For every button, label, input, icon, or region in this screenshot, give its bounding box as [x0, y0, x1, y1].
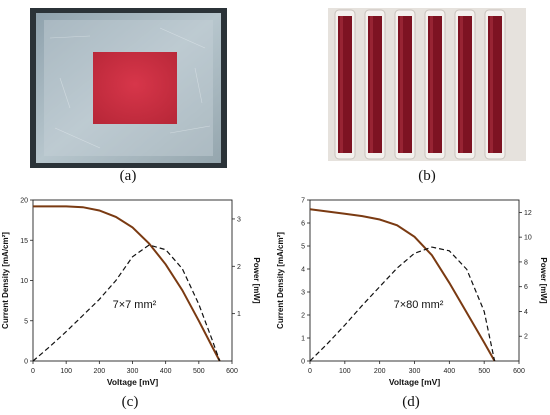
- dye-active-area: [93, 52, 177, 124]
- x-tick-label: 300: [127, 368, 139, 375]
- power-curve: [32, 244, 221, 362]
- x-axis-label: Voltage [mV]: [107, 377, 158, 387]
- y-tick-label: 5: [301, 244, 305, 251]
- x-tick-label: 200: [374, 368, 386, 375]
- x-tick-label: 100: [339, 368, 351, 375]
- y2-tick-label: 2: [524, 334, 528, 341]
- y-tick-label: 10: [20, 278, 28, 285]
- y-axis-label: Current Density [mA/cm²]: [276, 232, 285, 329]
- x-tick-label: 100: [60, 368, 72, 375]
- tube-array-image: [328, 8, 526, 161]
- y-tick-label: 4: [301, 267, 305, 274]
- caption-c: (c): [121, 394, 139, 410]
- tube: [334, 9, 356, 160]
- x-tick-label: 400: [160, 368, 172, 375]
- x-tick-label: 600: [513, 368, 525, 375]
- caption-d: (d): [402, 394, 420, 410]
- tubes: [334, 9, 506, 160]
- y2-tick-label: 3: [237, 216, 241, 223]
- chart-d: 0 100 200 300 400 500 6000123456724681012Volta…: [276, 198, 548, 388]
- photo-cell-7x7: [30, 8, 227, 168]
- y2-tick-label: 10: [524, 235, 532, 242]
- y-tick-label: 3: [301, 290, 305, 297]
- caption-b: (b): [418, 168, 436, 184]
- tube: [484, 9, 506, 160]
- y2-tick-label: 4: [524, 309, 528, 316]
- photo-tubes: [328, 8, 526, 161]
- power-curve: [309, 246, 496, 362]
- plot-frame: [32, 199, 233, 362]
- y2-tick-label: 6: [524, 284, 528, 291]
- y2-tick-label: 12: [524, 210, 532, 217]
- current-density-curve: [309, 208, 496, 362]
- y2-tick-label: 1: [237, 311, 241, 318]
- y2-axis-label: Power [mW]: [252, 257, 261, 304]
- x-tick-label: 500: [478, 368, 490, 375]
- y-tick-label: 2: [301, 313, 305, 320]
- y2-tick-label: 8: [524, 259, 528, 266]
- x-tick-label: 400: [443, 368, 455, 375]
- x-axis-label: Voltage [mV]: [389, 377, 440, 387]
- y-tick-label: 15: [20, 238, 28, 245]
- plot-frame: [309, 199, 520, 362]
- x-tick-label: 300: [409, 368, 421, 375]
- x-tick-label: 200: [93, 368, 105, 375]
- y-axis-label: Current Density [mA/cm²]: [1, 232, 10, 329]
- x-tick-label: 600: [226, 368, 238, 375]
- x-tick-label: 0: [31, 368, 35, 375]
- y-tick-label: 0: [24, 359, 28, 366]
- glass-substrate-image: [30, 8, 227, 168]
- y-tick-label: 0: [301, 359, 305, 366]
- y2-axis-label: Power [mW]: [539, 257, 548, 304]
- tube: [364, 9, 386, 160]
- y2-tick-label: 2: [237, 264, 241, 271]
- x-tick-label: 500: [193, 368, 205, 375]
- tube: [454, 9, 476, 160]
- y-tick-label: 1: [301, 336, 305, 343]
- tube: [394, 9, 416, 160]
- chart-c: 0 100 200 300 400 500 600 0 5 10 15 20 1 2 3 Voltage [m…: [1, 198, 261, 388]
- x-tick-label: 0: [308, 368, 312, 375]
- y-tick-label: 20: [20, 198, 28, 205]
- y-tick-label: 6: [301, 221, 305, 228]
- tube: [424, 9, 446, 160]
- y-tick-label: 7: [301, 198, 305, 205]
- y-tick-label: 5: [24, 318, 28, 325]
- area-annotation: 7×80 mm²: [394, 299, 444, 311]
- area-annotation: 7×7 mm²: [113, 299, 157, 311]
- caption-a: (a): [119, 168, 137, 184]
- current-density-curve: [33, 205, 221, 362]
